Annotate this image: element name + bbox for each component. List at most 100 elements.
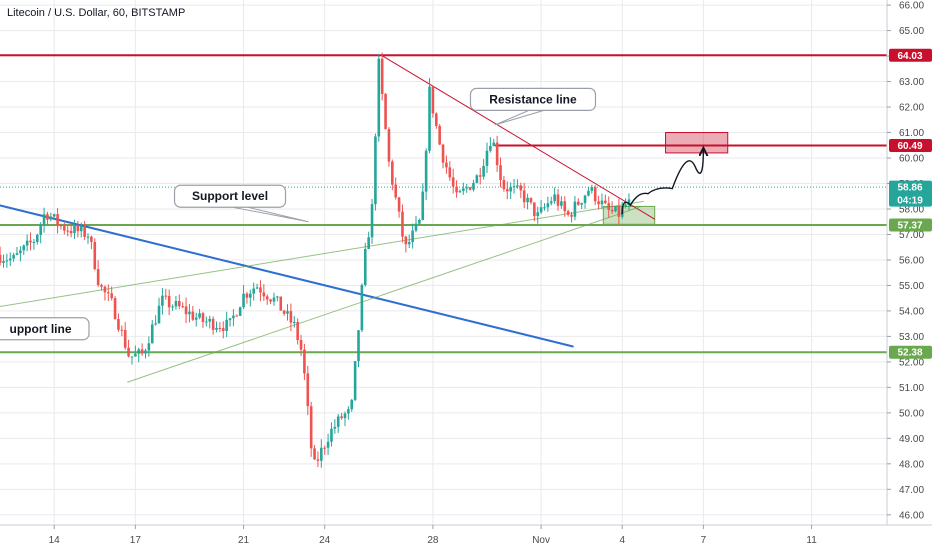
x-tick-label: 28 (427, 535, 439, 546)
level-price-tag-label: 64.03 (897, 51, 922, 62)
candle-body (184, 306, 188, 315)
candle-body (363, 249, 367, 285)
y-tick-label: 61.00 (899, 128, 924, 139)
candle-body (103, 286, 107, 293)
candle-body (73, 225, 76, 234)
candle-body (86, 236, 90, 238)
candle-body (5, 260, 9, 262)
candle-body (465, 187, 469, 189)
grid-layer (0, 0, 887, 525)
callout-pointer (227, 205, 309, 223)
candle-body (495, 142, 499, 166)
candle-body (489, 145, 492, 151)
candle-body (573, 201, 577, 217)
candle-body (529, 197, 533, 203)
y-tick-label: 55.00 (899, 281, 924, 292)
candle-body (560, 201, 563, 206)
candle-body (218, 327, 222, 329)
candle-body (79, 226, 83, 232)
candle-body (299, 340, 303, 350)
y-tick-label: 46.00 (899, 510, 924, 521)
candle-body (181, 306, 184, 308)
candle-body (306, 373, 310, 407)
candle-body (482, 165, 485, 177)
y-tick-label: 48.00 (899, 459, 924, 470)
candle-body (144, 350, 147, 354)
candle-body (292, 321, 296, 323)
candle-body (380, 58, 384, 94)
candle-body (394, 184, 398, 198)
time-axis[interactable]: 14 17 21 24 28 Nov 4 7 11 (49, 525, 818, 546)
candle-body (330, 428, 333, 442)
candle-body (52, 214, 56, 217)
candle-body (161, 295, 164, 306)
candle-body (526, 197, 529, 203)
candle-body (123, 330, 127, 348)
candle-body (434, 113, 438, 126)
candle-body (418, 219, 421, 224)
x-tick-label: 4 (619, 535, 625, 546)
candle-body (279, 296, 283, 311)
projection-arrow (621, 148, 703, 215)
candle-body (39, 224, 42, 235)
y-tick-label: 49.00 (899, 434, 924, 445)
candle-body (150, 324, 154, 344)
candle-body (276, 296, 279, 298)
candle-body (323, 447, 326, 449)
candle-body (455, 186, 458, 193)
candle-body (607, 203, 611, 210)
candle-body (516, 185, 519, 187)
candle-body (66, 230, 70, 232)
candle-body (205, 321, 208, 323)
candle-body (502, 180, 506, 190)
x-tick-label: 14 (49, 535, 61, 546)
candle-body (238, 307, 242, 316)
y-tick-label: 65.00 (899, 26, 924, 37)
y-tick-label: 62.00 (899, 103, 924, 114)
candle-body (414, 223, 418, 231)
price-zone (665, 132, 729, 154)
x-tick-label: 17 (130, 535, 142, 546)
callout-text: Resistance line (489, 92, 577, 106)
candle-body (32, 241, 36, 243)
y-tick-label: 51.00 (899, 383, 924, 394)
candle-body (221, 328, 225, 332)
candle-body (0, 254, 2, 263)
candle-body (624, 205, 627, 207)
candle-body (25, 240, 29, 246)
candle-body (137, 349, 141, 354)
last-price-tag-label: 58.86 (897, 183, 922, 194)
candle-body (140, 349, 144, 354)
annotation-callout: upport line (0, 317, 90, 341)
candle-body (320, 447, 323, 461)
candle-body (438, 125, 441, 145)
price-axis[interactable]: 46.00 47.00 48.00 49.00 50.00 51.00 52.00 53.00… (887, 1, 924, 522)
candle-body (171, 306, 174, 308)
candle-body (191, 311, 195, 320)
candle-body (242, 293, 245, 308)
candle-body (451, 177, 455, 187)
candle-body (492, 142, 496, 146)
price-tags: 64.03 60.49 57.37 52.38 58.86 04:19 (889, 48, 932, 359)
level-price-tag (889, 48, 932, 62)
candle-body (29, 240, 32, 243)
candle-body (245, 293, 249, 298)
level-layer (0, 54, 887, 354)
candle-body (357, 330, 360, 362)
candle-body (59, 225, 63, 227)
candle-body (333, 426, 337, 429)
candle-body (360, 284, 364, 331)
candle-body (19, 250, 22, 254)
level-price-tag-label: 52.38 (897, 348, 922, 359)
candle-body (543, 207, 546, 209)
trend-layer (0, 54, 655, 383)
candle-body (377, 58, 381, 137)
candle-body (604, 200, 607, 204)
candle-body (391, 161, 394, 185)
y-tick-label: 50.00 (899, 408, 924, 419)
candle-body (462, 188, 465, 191)
level-price-tag (889, 139, 932, 153)
y-tick-label: 52.00 (899, 357, 924, 368)
candle-body (167, 295, 171, 308)
y-tick-label: 54.00 (899, 306, 924, 317)
